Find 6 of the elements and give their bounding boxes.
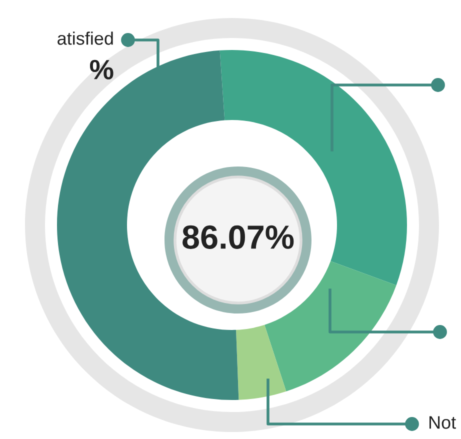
- donut-slice: [236, 324, 286, 400]
- slice-label: Not: [429, 416, 456, 429]
- donut-slice: [264, 261, 396, 392]
- slice-label: atisfied: [58, 32, 113, 45]
- data-label: %: [90, 60, 114, 80]
- text: 86.07%: [182, 225, 294, 249]
